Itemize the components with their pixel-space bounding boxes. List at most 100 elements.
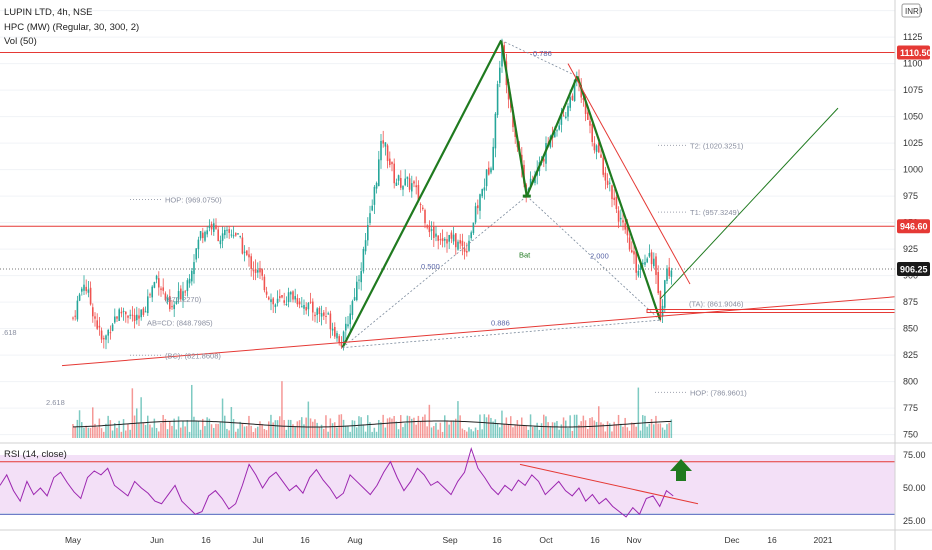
volume-bar [305, 417, 307, 438]
candle-body [569, 97, 571, 108]
candle-body [270, 299, 272, 303]
candle-body [186, 280, 189, 292]
volume-bar [395, 421, 398, 438]
candle-body [334, 327, 336, 337]
volume-title[interactable]: Vol (50) [4, 36, 37, 47]
volume-bar [197, 421, 200, 438]
volume-bar [276, 420, 279, 438]
candle-body [94, 316, 96, 319]
candle-body [133, 315, 136, 322]
volume-bar [221, 398, 224, 438]
candle-body [147, 296, 149, 314]
candle-body [397, 175, 400, 181]
candle-body [78, 294, 81, 301]
candle-body [428, 225, 431, 233]
candle-body [358, 279, 360, 281]
volume-bar [573, 414, 576, 438]
volume-bar [144, 424, 147, 438]
volume-bar [609, 423, 611, 438]
candle-body [653, 258, 655, 267]
candle-body [109, 332, 112, 334]
candle-body [296, 298, 299, 305]
candle-body [74, 315, 76, 317]
volume-bar [151, 427, 153, 438]
volume-bar [81, 422, 83, 438]
volume-bar [292, 424, 294, 438]
volume-bar [164, 418, 167, 438]
candle-body [239, 235, 241, 237]
volume-bar [109, 420, 112, 438]
y-tick-label: 1075 [903, 85, 923, 95]
volume-bar [133, 415, 136, 438]
candle-body [166, 297, 169, 302]
volume-bar [254, 428, 257, 438]
candle-body [272, 298, 274, 305]
candle-body [584, 99, 587, 114]
volume-bar [191, 384, 193, 438]
volume-bar [670, 419, 673, 438]
volume-bar [664, 429, 666, 438]
volume-bar [538, 429, 541, 438]
volume-bar [631, 422, 633, 438]
candle-body [642, 262, 644, 265]
volume-bar [417, 415, 420, 438]
candle-body [204, 231, 206, 241]
volume-bar [237, 428, 239, 438]
candle-body [122, 310, 125, 312]
volume-bar [303, 424, 305, 438]
volume-bar [263, 429, 266, 438]
candle-body [301, 306, 303, 308]
candle-body [125, 311, 127, 315]
candle-body [496, 84, 499, 115]
candle-body [252, 270, 255, 272]
volume-bar [426, 426, 428, 438]
candle-body [329, 313, 332, 330]
volume-bar [329, 418, 332, 438]
volume-bar [118, 420, 120, 438]
indicator-title[interactable]: HPC (MW) (Regular, 30, 300, 2) [4, 22, 140, 33]
candle-body [413, 181, 415, 184]
candle-body [488, 167, 490, 175]
ta-label: (TA): (861.9046) [689, 299, 744, 308]
candle-body [391, 162, 393, 165]
volume-bar [595, 421, 598, 438]
currency-label: INR [905, 7, 919, 16]
candle-body [606, 180, 609, 185]
volume-bar [270, 414, 272, 438]
volume-bar [94, 423, 96, 438]
volume-bar [186, 420, 189, 438]
volume-bar [622, 426, 624, 438]
volume-bar [314, 419, 316, 438]
candle-body [565, 116, 567, 118]
candle-body [657, 272, 659, 293]
ratio-label-left: 0.500 [421, 262, 440, 271]
rsi-title[interactable]: RSI (14, close) [4, 449, 67, 460]
volume-bar [283, 420, 285, 438]
volume-bar [169, 421, 171, 438]
candle-body [466, 251, 468, 253]
price-tag [897, 45, 930, 60]
volume-bar [600, 422, 602, 438]
candle-body [188, 278, 191, 284]
volume-bar [633, 422, 635, 438]
candle-body [325, 315, 327, 317]
candle-body [177, 291, 180, 300]
symbol-title[interactable]: LUPIN LTD, 4h, NSE [4, 7, 93, 18]
volume-bar [184, 426, 186, 438]
candle-body [215, 225, 217, 229]
volume-bar [153, 418, 156, 438]
volume-bar [281, 381, 283, 438]
candle-body [628, 237, 631, 250]
volume-bar [611, 431, 613, 438]
volume-bar [129, 429, 131, 438]
volume-bar [424, 414, 426, 438]
volume-bar [175, 429, 178, 438]
candle-body [120, 311, 123, 314]
volume-bar [433, 426, 435, 438]
candle-body [320, 313, 323, 317]
volume-bar [250, 425, 252, 438]
candle-body [452, 234, 455, 242]
candle-body [294, 296, 296, 300]
candle-body [283, 300, 285, 303]
